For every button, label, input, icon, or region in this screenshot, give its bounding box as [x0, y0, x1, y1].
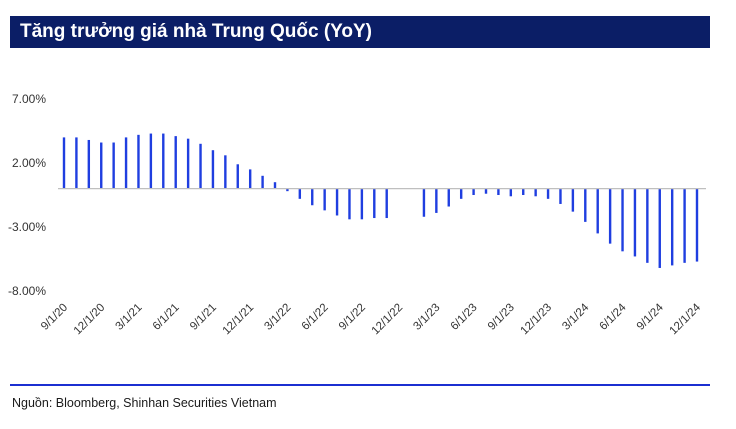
x-tick-label: 12/1/24 [668, 301, 704, 337]
x-tick-label: 6/1/21 [151, 302, 182, 333]
x-tick-label: 12/1/22 [370, 302, 406, 338]
bar-12/1/24 [695, 188, 699, 262]
chart-title: Tăng trưởng giá nhà Trung Quốc (YoY) [20, 21, 373, 42]
bar-1/1/22 [261, 175, 264, 189]
bar-8/1/23 [497, 188, 500, 195]
x-tick-label: 6/1/23 [449, 302, 480, 333]
bar-10/1/20 [75, 137, 78, 189]
x-tick-label: 12/1/20 [72, 302, 108, 338]
bar-11/1/20 [87, 139, 91, 189]
y-tick-label: 2.00% [12, 156, 46, 170]
x-tick-label: 9/1/21 [188, 302, 219, 333]
bar-8/1/21 [199, 143, 202, 189]
bar-6/1/24 [621, 188, 624, 252]
x-tick-label: 9/1/23 [486, 302, 517, 333]
bar-1/1/24 [559, 188, 562, 204]
bar-11/1/23 [534, 188, 537, 197]
y-tick-label: -8.00% [8, 284, 46, 298]
bar-3/1/22 [286, 188, 289, 192]
bar-10/1/21 [224, 155, 227, 189]
bar-5/1/24 [608, 188, 612, 244]
x-tick-label: 6/1/22 [300, 302, 331, 333]
bar-3/1/23 [435, 188, 438, 213]
bar-2/1/21 [124, 137, 128, 189]
bar-6/1/21 [174, 136, 177, 189]
bar-11/1/21 [236, 164, 239, 189]
bar-12/1/20 [100, 142, 103, 189]
x-tick-label: 12/1/21 [221, 302, 257, 338]
x-tick-label: 6/1/24 [598, 301, 630, 333]
bar-10/1/23 [522, 188, 525, 195]
bar-4/1/22 [298, 188, 302, 199]
x-tick-label: 9/1/20 [39, 302, 70, 333]
bar-5/1/22 [311, 188, 314, 206]
bar-2/1/23 [422, 188, 426, 217]
bar-4/1/23 [447, 188, 450, 207]
x-tick-label: 9/1/22 [337, 302, 368, 333]
bar-series [62, 133, 699, 268]
bar-12/1/21 [248, 169, 252, 189]
bar-9/1/23 [509, 188, 513, 197]
bar-10/1/22 [373, 188, 376, 219]
bar-8/1/24 [646, 188, 649, 263]
footer-divider [10, 384, 710, 386]
y-tick-label: -3.00% [8, 220, 46, 234]
bar-7/1/22 [335, 188, 339, 216]
bar-12/1/23 [546, 188, 550, 199]
bar-4/1/21 [149, 133, 153, 189]
bar-11/1/22 [385, 188, 388, 219]
bar-2/1/22 [273, 182, 277, 189]
bar-9/1/24 [658, 188, 661, 268]
x-tick-label: 12/1/23 [519, 302, 555, 338]
bar-7/1/24 [633, 188, 637, 257]
bar-8/1/22 [348, 188, 351, 220]
source-note: Nguồn: Bloomberg, Shinhan Securities Vie… [12, 396, 277, 410]
bar-7/1/21 [186, 138, 190, 189]
bar-5/1/23 [459, 188, 463, 199]
x-axis-ticks: 9/1/20 12/1/20 3/1/21 6/1/21 9/1/21 12/1/21 3/… [39, 301, 704, 337]
bar-11/1/24 [683, 188, 686, 263]
bar-10/1/24 [670, 188, 674, 266]
x-tick-label: 3/1/24 [560, 301, 592, 333]
title-bar: Tăng trưởng giá nhà Trung Quốc (YoY) [10, 16, 710, 48]
bar-9/1/21 [211, 150, 215, 189]
y-tick-label: 7.00% [12, 92, 46, 106]
bar-9/1/22 [360, 188, 364, 220]
bar-3/1/21 [137, 134, 140, 189]
bar-3/1/24 [584, 188, 587, 222]
x-tick-label: 3/1/21 [113, 302, 144, 333]
bar-6/1/23 [472, 188, 475, 195]
bar-4/1/24 [596, 188, 599, 234]
bar-9/1/20 [62, 137, 66, 189]
bar-1/1/21 [112, 142, 115, 189]
x-tick-label: 3/1/22 [262, 302, 293, 333]
x-tick-label: 3/1/23 [411, 302, 442, 333]
x-tick-label: 9/1/24 [635, 301, 667, 333]
bar-5/1/21 [162, 133, 165, 189]
bar-6/1/22 [323, 188, 326, 211]
y-axis-ticks: 7.00% 2.00% -3.00% -8.00% [8, 92, 46, 298]
bar-7/1/23 [484, 188, 488, 194]
bar-2/1/24 [571, 188, 575, 212]
